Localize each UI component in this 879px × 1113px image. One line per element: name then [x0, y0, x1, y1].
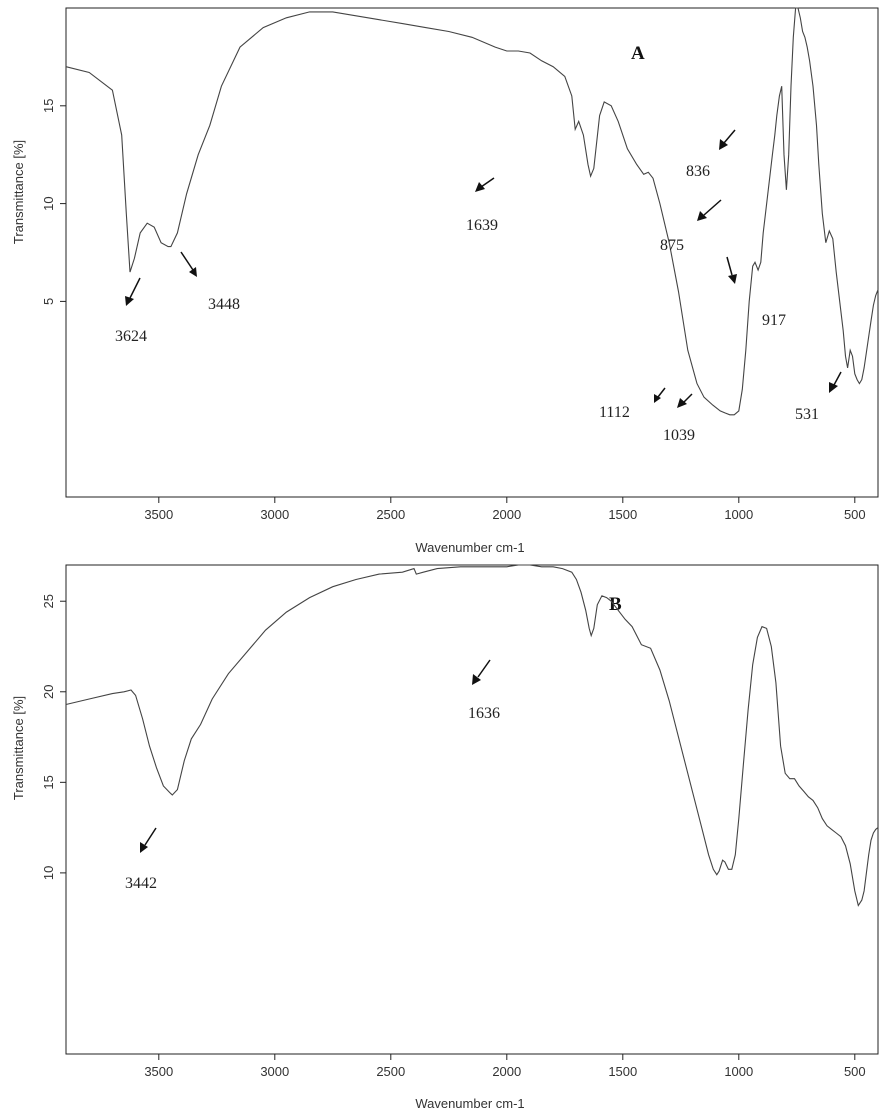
- y-axis-label-a: Transmittance [%]: [11, 140, 26, 244]
- annotation-arrows-b: [140, 659, 491, 853]
- annotation-875: 875: [660, 237, 684, 254]
- annotation-531: 531: [795, 406, 819, 423]
- y-tick-label-b-25: 25: [41, 594, 56, 608]
- x-tick-label-b-2000: 2000: [492, 1064, 521, 1079]
- x-tick-label-a-3500: 3500: [144, 507, 173, 522]
- panel-label-b: B: [609, 594, 622, 615]
- x-axis-label-b: Wavenumber cm-1: [415, 1096, 524, 1111]
- arrow-1112: [654, 387, 666, 403]
- annotation-1639: 1639: [466, 217, 498, 234]
- panel-label-a: A: [631, 43, 645, 64]
- x-tick-label-a-2500: 2500: [376, 507, 405, 522]
- plot-frame-b: [65, 564, 879, 1055]
- annotation-3448: 3448: [208, 296, 240, 313]
- x-tick-label-a-2000: 2000: [492, 507, 521, 522]
- annotation-1112: 1112: [599, 404, 630, 421]
- arrow-836: [719, 129, 736, 150]
- x-tick-label-b-3500: 3500: [144, 1064, 173, 1079]
- x-tick-label-b-2500: 2500: [376, 1064, 405, 1079]
- plot-frame-a: [65, 7, 879, 498]
- x-tick-label-b-1000: 1000: [724, 1064, 753, 1079]
- arrow-3448: [180, 251, 197, 277]
- x-tick-label-a-1000: 1000: [724, 507, 753, 522]
- annotation-1039: 1039: [663, 427, 695, 444]
- y-tick-label-a-5: 5: [41, 298, 56, 305]
- panel-a: A Transmittance [%] Wavenumber cm-1 3500…: [11, 7, 879, 555]
- arrow-1639: [475, 177, 495, 192]
- arrow-917: [726, 256, 737, 284]
- annotation-3442: 3442: [125, 875, 157, 892]
- arrow-1039: [677, 393, 693, 408]
- annotation-917: 917: [762, 312, 786, 329]
- x-tick-label-b-500: 500: [844, 1064, 866, 1079]
- annotation-836: 836: [686, 163, 710, 180]
- arrow-3624: [125, 277, 141, 306]
- y-tick-label-a-10: 10: [41, 196, 56, 210]
- y-tick-label-a-15: 15: [41, 99, 56, 113]
- y-axis-label-b: Transmittance [%]: [11, 696, 26, 800]
- annotation-3624: 3624: [115, 328, 147, 345]
- panel-b: B Transmittance [%] Wavenumber cm-1 3500…: [11, 564, 879, 1111]
- x-tick-label-a-3000: 3000: [260, 507, 289, 522]
- arrow-3442: [140, 827, 157, 853]
- x-tick-label-a-500: 500: [844, 507, 866, 522]
- annotation-1636: 1636: [468, 705, 500, 722]
- x-tick-label-b-1500: 1500: [608, 1064, 637, 1079]
- y-tick-label-b-15: 15: [41, 775, 56, 789]
- x-axis-label-a: Wavenumber cm-1: [415, 540, 524, 555]
- y-tick-label-b-10: 10: [41, 866, 56, 880]
- arrow-875: [697, 199, 722, 221]
- x-tick-label-a-1500: 1500: [608, 507, 637, 522]
- y-tick-label-b-20: 20: [41, 685, 56, 699]
- ticks-a: 3500 3000 2500 2000 1500 1000 500 5 10 15: [41, 99, 866, 522]
- x-tick-label-b-3000: 3000: [260, 1064, 289, 1079]
- spectrum-line-b: [65, 564, 879, 907]
- arrow-531: [829, 371, 842, 393]
- annotation-arrows-a: [125, 129, 842, 408]
- ticks-b: 3500 3000 2500 2000 1500 1000 500 10 15 20 25: [41, 594, 866, 1079]
- spectrum-line-a: [65, 7, 879, 416]
- arrow-1636: [472, 659, 491, 685]
